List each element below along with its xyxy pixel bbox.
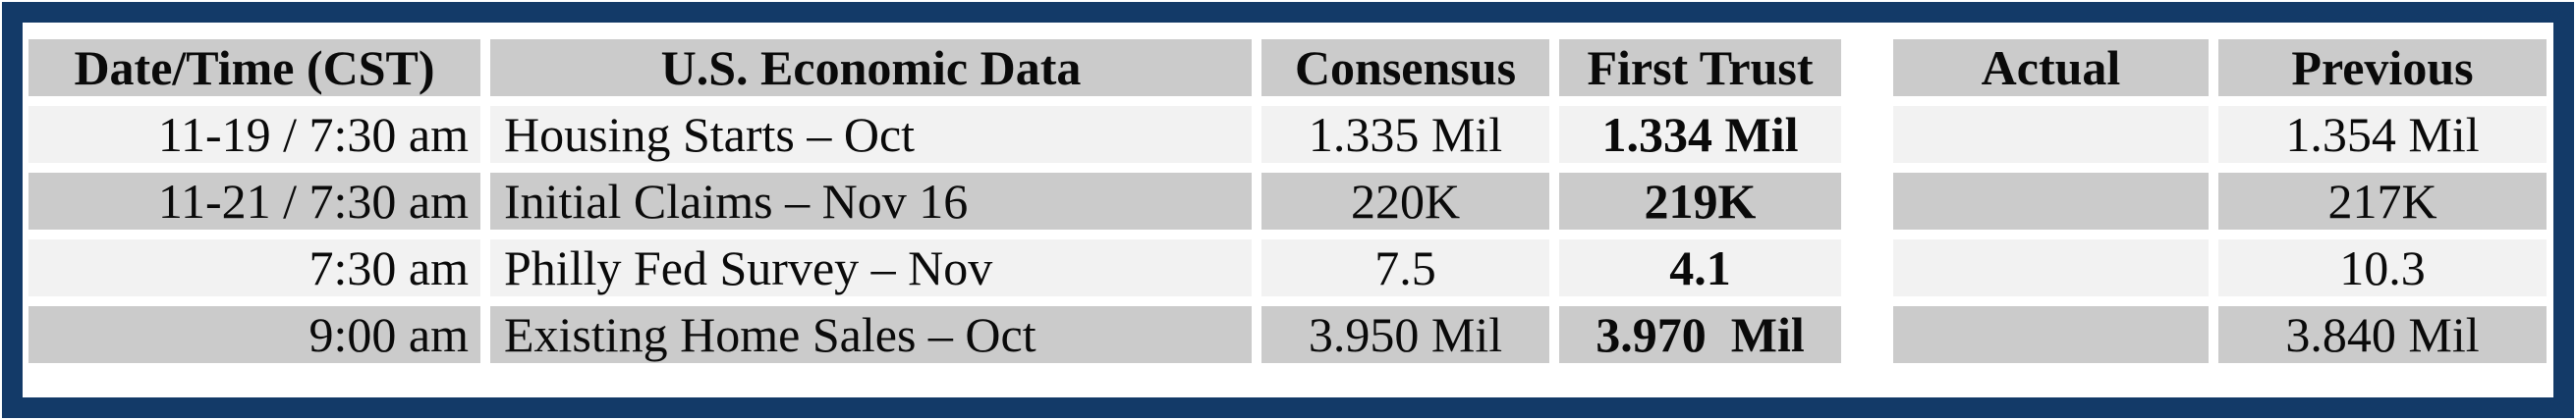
cell-event: Philly Fed Survey – Nov xyxy=(490,239,1252,296)
column-gap-spacer xyxy=(1851,39,1883,96)
cell-consensus: 1.335 Mil xyxy=(1261,106,1549,163)
header-first-trust: First Trust xyxy=(1559,39,1841,96)
cell-previous: 10.3 xyxy=(2218,239,2547,296)
table-header-row: Date/Time (CST) U.S. Economic Data Conse… xyxy=(28,39,2547,96)
cell-actual xyxy=(1893,106,2209,163)
header-event: U.S. Economic Data xyxy=(490,39,1252,96)
cell-consensus: 220K xyxy=(1261,173,1549,230)
cell-previous: 3.840 Mil xyxy=(2218,306,2547,363)
cell-actual xyxy=(1893,239,2209,296)
cell-first-trust: 219K xyxy=(1559,173,1841,230)
cell-datetime: 9:00 am xyxy=(28,306,480,363)
cell-actual xyxy=(1893,306,2209,363)
header-consensus: Consensus xyxy=(1261,39,1549,96)
cell-previous: 217K xyxy=(2218,173,2547,230)
economic-calendar-table: Date/Time (CST) U.S. Economic Data Conse… xyxy=(28,39,2547,363)
cell-event: Initial Claims – Nov 16 xyxy=(490,173,1252,230)
cell-datetime: 11-21 / 7:30 am xyxy=(28,173,480,230)
table-row: 11-21 / 7:30 am Initial Claims – Nov 16 … xyxy=(28,173,2547,230)
column-gap-spacer xyxy=(1851,306,1883,363)
cell-event: Existing Home Sales – Oct xyxy=(490,306,1252,363)
cell-consensus: 7.5 xyxy=(1261,239,1549,296)
cell-first-trust: 4.1 xyxy=(1559,239,1841,296)
cell-previous: 1.354 Mil xyxy=(2218,106,2547,163)
cell-datetime: 7:30 am xyxy=(28,239,480,296)
header-datetime: Date/Time (CST) xyxy=(28,39,480,96)
cell-first-trust: 3.970 Mil xyxy=(1559,306,1841,363)
cell-consensus: 3.950 Mil xyxy=(1261,306,1549,363)
header-actual: Actual xyxy=(1893,39,2209,96)
column-gap-spacer xyxy=(1851,239,1883,296)
cell-actual xyxy=(1893,173,2209,230)
column-gap-spacer xyxy=(1851,173,1883,230)
table-row: 9:00 am Existing Home Sales – Oct 3.950 … xyxy=(28,306,2547,363)
cell-first-trust: 1.334 Mil xyxy=(1559,106,1841,163)
header-previous: Previous xyxy=(2218,39,2547,96)
cell-event: Housing Starts – Oct xyxy=(490,106,1252,163)
table-row: 7:30 am Philly Fed Survey – Nov 7.5 4.1 … xyxy=(28,239,2547,296)
column-gap-spacer xyxy=(1851,106,1883,163)
cell-datetime: 11-19 / 7:30 am xyxy=(28,106,480,163)
table-row: 11-19 / 7:30 am Housing Starts – Oct 1.3… xyxy=(28,106,2547,163)
